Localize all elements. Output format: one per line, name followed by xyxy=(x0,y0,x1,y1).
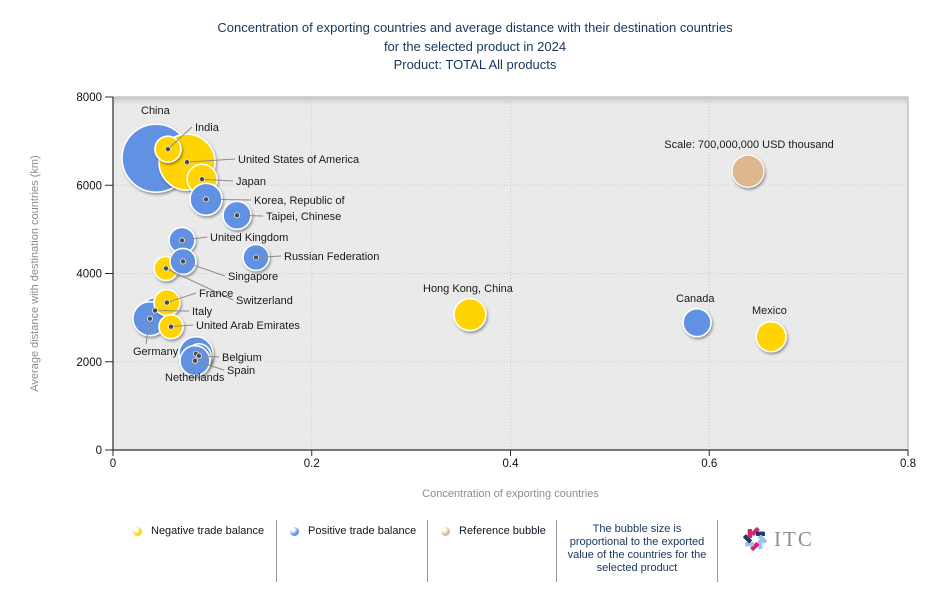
bubble-label-germany: Germany xyxy=(133,346,179,358)
chart-title: Concentration of exporting countries and… xyxy=(0,19,950,75)
leader-line-india xyxy=(167,126,193,150)
leader-dot-italy xyxy=(152,307,159,314)
leader-dot-india xyxy=(164,146,171,153)
y-tick-label-8000: 8000 xyxy=(76,92,102,104)
y-axis-title: Average distance with destination countr… xyxy=(29,155,41,391)
bubble-label-netherlands: Netherlands xyxy=(165,372,225,384)
x-tick-label-0.6: 0.6 xyxy=(701,458,717,470)
leader-dot-switzerland xyxy=(162,265,169,272)
bubble-label-korea-republic-of: Korea, Republic of xyxy=(254,195,345,207)
legend-item-reference: Reference bubble xyxy=(428,520,557,582)
leader-dot-belgium xyxy=(195,352,202,359)
itc-logo: ITC xyxy=(740,524,814,554)
y-tick-label-0: 0 xyxy=(96,445,102,457)
leader-dot-united-kingdom xyxy=(178,237,185,244)
bubble-label-hong-kong-china: Hong Kong, China xyxy=(423,283,514,295)
bubble-label-france: France xyxy=(199,288,233,300)
bubble-label-united-states-of-america: United States of America xyxy=(238,154,360,166)
legend-item-negative: Negative trade balance xyxy=(120,520,277,582)
x-tick-label-0: 0 xyxy=(110,458,116,470)
leader-dot-korea-republic-of xyxy=(203,196,210,203)
y-tick-label-2000: 2000 xyxy=(76,357,102,369)
leader-line-united-kingdom xyxy=(181,236,208,241)
leader-dot-united-arab-emirates xyxy=(168,323,175,330)
bubble-label-taipei-chinese: Taipei, Chinese xyxy=(266,211,341,223)
leader-dot-taipei-chinese xyxy=(234,212,241,219)
chart-legend: Negative trade balance Positive trade ba… xyxy=(120,520,718,582)
leader-dot-united-states-of-america xyxy=(184,159,191,166)
bubble-label-united-kingdom: United Kingdom xyxy=(210,232,288,244)
x-tick-label-0.8: 0.8 xyxy=(900,458,916,470)
itc-logo-icon xyxy=(743,527,767,551)
x-tick-label-0.4: 0.4 xyxy=(503,458,520,470)
leader-dot-spain xyxy=(191,357,198,364)
positive-balance-dot-icon xyxy=(290,527,299,536)
leader-line-germany xyxy=(145,318,151,345)
leader-line-united-arab-emirates xyxy=(170,324,194,328)
leader-line-france xyxy=(166,292,197,304)
bubble-label-spain: Spain xyxy=(227,365,255,377)
chart-title-line1: Concentration of exporting countries and… xyxy=(217,20,733,35)
leader-line-singapore xyxy=(182,260,226,277)
bubble-label-canada: Canada xyxy=(676,293,715,305)
x-tick-label-0.2: 0.2 xyxy=(304,458,320,470)
bubble-chart-plot: 0 2000 4000 6000 8000 0 0.2 0.4 0.6 0.8 Average di… xyxy=(29,92,916,500)
leader-dot-singapore xyxy=(179,258,186,265)
bubble-label-japan: Japan xyxy=(236,176,266,188)
leader-line-korea-republic-of xyxy=(206,198,252,201)
bubble-label-russian-federation: Russian Federation xyxy=(284,251,379,263)
reference-bubble[interactable] xyxy=(731,154,765,188)
legend-label-negative: Negative trade balance xyxy=(151,525,265,537)
bubble-label-italy: Italy xyxy=(192,306,213,318)
legend-item-positive: Positive trade balance xyxy=(277,520,428,582)
x-axis-title: Concentration of exporting countries xyxy=(422,488,599,500)
negative-balance-dot-icon xyxy=(133,527,142,536)
leader-line-belgium xyxy=(198,355,220,358)
bubble-label-china: China xyxy=(141,105,171,117)
chart-title-line2: for the selected product in 2024 xyxy=(383,38,567,54)
bubble-mexico[interactable] xyxy=(755,320,787,353)
leader-dot-russian-federation xyxy=(253,254,260,261)
reference-bubble-dot-icon xyxy=(441,527,450,536)
bubble-canada[interactable] xyxy=(682,307,712,338)
y-tick-label-4000: 4000 xyxy=(76,269,102,281)
y-tick-label-6000: 6000 xyxy=(76,180,102,192)
leader-dot-japan xyxy=(199,176,206,183)
bubble-label-switzerland: Switzerland xyxy=(236,295,293,307)
leader-line-japan xyxy=(202,178,234,182)
bubble-label-united-arab-emirates: United Arab Emirates xyxy=(196,320,300,332)
legend-label-positive: Positive trade balance xyxy=(308,525,417,537)
leader-dot-france xyxy=(163,299,170,306)
leader-line-switzerland xyxy=(165,268,234,301)
bubble-label-singapore: Singapore xyxy=(228,271,278,283)
bubble-label-mexico: Mexico xyxy=(752,305,787,317)
leader-dot-germany xyxy=(146,315,153,322)
leader-line-spain xyxy=(194,360,225,371)
bubble-label-india: India xyxy=(195,122,220,134)
itc-logo-text: ITC xyxy=(774,526,814,551)
bubble-hong-kong-china[interactable] xyxy=(453,297,487,332)
legend-label-reference: Reference bubble xyxy=(459,525,546,537)
leader-line-taipei-chinese xyxy=(237,214,264,217)
chart-title-line3: Product: TOTAL All products xyxy=(393,57,557,72)
leader-line-russian-federation xyxy=(255,255,282,258)
legend-note: The bubble size is proportional to the e… xyxy=(557,520,718,582)
bubble-label-belgium: Belgium xyxy=(222,352,262,364)
leader-line-united-states-of-america xyxy=(187,158,236,163)
reference-bubble-scale-label: Scale: 700,000,000 USD thousand xyxy=(664,139,833,151)
